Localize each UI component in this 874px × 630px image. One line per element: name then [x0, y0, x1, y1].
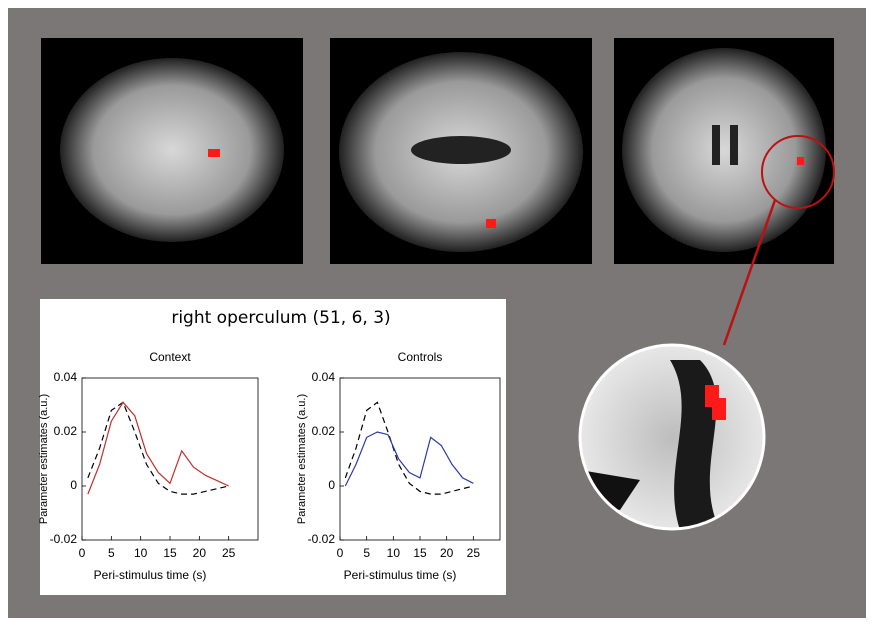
- y-tick-label: -0.02: [50, 532, 78, 546]
- brain-sagittal: [41, 38, 303, 264]
- x-tick-label: 10: [134, 546, 148, 560]
- x-tick-label: 25: [222, 546, 236, 560]
- x-tick-label: 15: [413, 546, 427, 560]
- brain-axial: [330, 38, 592, 264]
- x-axis-label: Peri-stimulus time (s): [344, 568, 457, 582]
- y-tick-label: 0.02: [54, 424, 78, 438]
- y-tick-label: 0.02: [312, 424, 336, 438]
- y-tick-label: 0.04: [54, 370, 78, 384]
- x-tick-label: 25: [467, 546, 481, 560]
- y-axis-label: Parameter estimates (a.u.): [296, 394, 308, 524]
- y-tick-label: 0: [70, 478, 77, 492]
- figure-title: right operculum (51, 6, 3): [171, 308, 390, 328]
- x-tick-label: 15: [163, 546, 177, 560]
- x-tick-label: 10: [387, 546, 401, 560]
- x-axis-label: Peri-stimulus time (s): [94, 568, 207, 582]
- x-tick-label: 20: [440, 546, 454, 560]
- brain-coronal: [614, 38, 834, 264]
- x-tick-label: 5: [363, 546, 370, 560]
- chart-title: Context: [149, 350, 191, 364]
- x-tick-label: 5: [108, 546, 115, 560]
- y-tick-label: -0.02: [308, 532, 336, 546]
- y-tick-label: 0: [328, 478, 335, 492]
- y-axis-label: Parameter estimates (a.u.): [38, 394, 50, 524]
- y-tick-label: 0.04: [312, 370, 336, 384]
- figure: right operculum (51, 6, 3) Context Peri-s…: [0, 0, 874, 626]
- x-tick-label: 0: [79, 546, 86, 560]
- chart-title: Controls: [398, 350, 443, 364]
- x-tick-label: 0: [337, 546, 344, 560]
- x-tick-label: 20: [193, 546, 207, 560]
